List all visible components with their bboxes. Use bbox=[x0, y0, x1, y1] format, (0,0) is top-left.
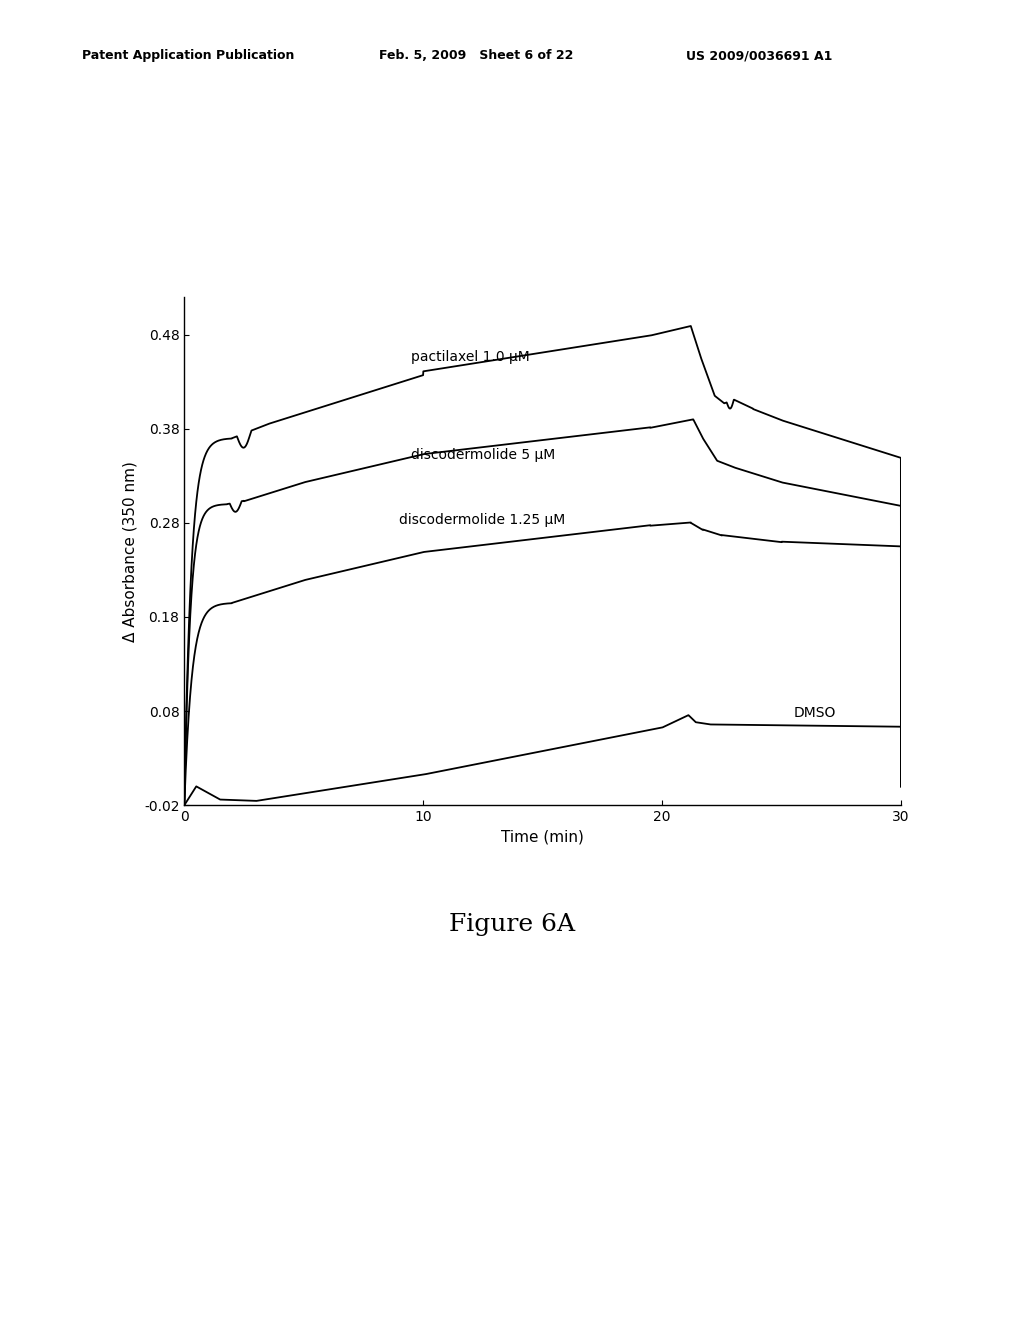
Text: pactilaxel 1.0 μM: pactilaxel 1.0 μM bbox=[412, 350, 530, 364]
Text: DMSO: DMSO bbox=[794, 706, 836, 719]
X-axis label: Time (min): Time (min) bbox=[502, 829, 584, 845]
Text: discodermolide 1.25 μM: discodermolide 1.25 μM bbox=[399, 513, 565, 527]
Text: Figure 6A: Figure 6A bbox=[449, 912, 575, 936]
Text: discodermolide 5 μM: discodermolide 5 μM bbox=[412, 447, 556, 462]
Y-axis label: Δ Absorbance (350 nm): Δ Absorbance (350 nm) bbox=[122, 461, 137, 642]
Text: Patent Application Publication: Patent Application Publication bbox=[82, 49, 294, 62]
Text: Feb. 5, 2009   Sheet 6 of 22: Feb. 5, 2009 Sheet 6 of 22 bbox=[379, 49, 573, 62]
Text: US 2009/0036691 A1: US 2009/0036691 A1 bbox=[686, 49, 833, 62]
